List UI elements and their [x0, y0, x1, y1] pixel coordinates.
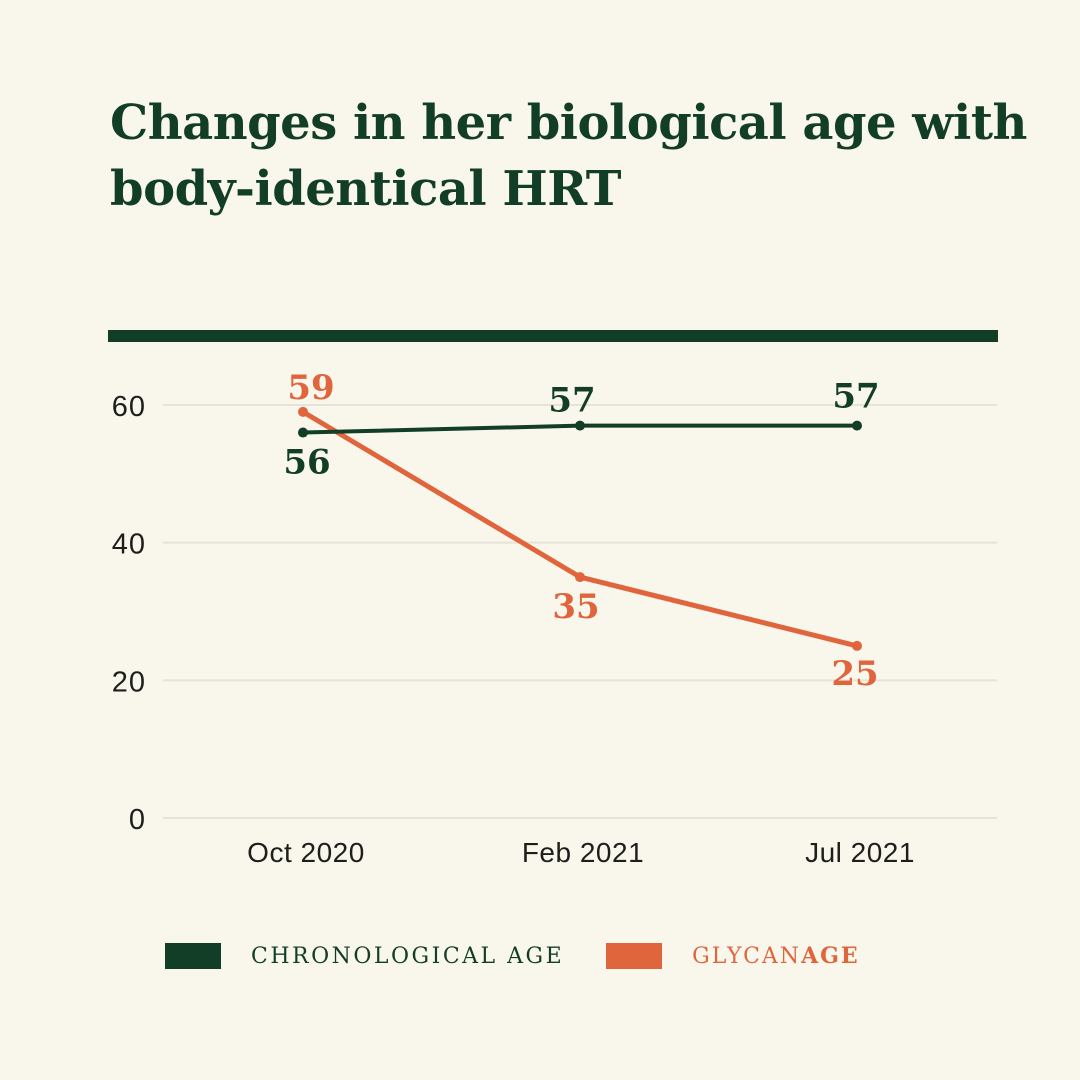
legend-label-glycan-prefix: GLYCAN	[692, 944, 802, 969]
data-point-label-glycanage: 35	[552, 587, 599, 627]
chart-title-line2: body-identical HRT	[110, 161, 621, 217]
data-point-label-chronological-age: 56	[283, 443, 330, 483]
legend-swatch-chronological-age	[165, 943, 221, 969]
y-tick-label: 20	[112, 666, 146, 698]
data-point-chronological-age	[298, 427, 308, 438]
legend-label-chronological-age: CHRONOLOGICAL AGE	[251, 943, 565, 969]
x-tick-label: Oct 2020	[247, 837, 365, 868]
legend-label-glycan-age-bold: AGE	[801, 943, 860, 969]
data-point-label-chronological-age: 57	[832, 377, 879, 417]
data-point-glycanage	[852, 640, 862, 651]
data-point-glycanage	[575, 572, 585, 583]
data-point-chronological-age	[575, 420, 585, 431]
chart-title-line1: Changes in her biological age with	[110, 95, 1027, 151]
legend-label-glycanage: GLYCANAGE	[692, 943, 860, 969]
y-tick-label: 40	[112, 529, 146, 561]
data-point-label-glycanage: 25	[831, 654, 878, 694]
data-point-chronological-age	[852, 420, 862, 431]
y-tick-label: 0	[129, 804, 146, 836]
chart-title: Changes in her biological age with body-…	[110, 90, 1027, 222]
data-point-label-glycanage: 59	[287, 368, 334, 408]
x-tick-label: Jul 2021	[805, 837, 915, 868]
chart-legend: CHRONOLOGICAL AGE GLYCANAGE	[165, 941, 860, 971]
legend-swatch-glycanage	[606, 943, 663, 969]
divider-bar	[108, 330, 998, 342]
data-point-label-chronological-age: 57	[548, 381, 595, 421]
x-tick-label: Feb 2021	[522, 837, 644, 868]
data-point-glycanage	[298, 406, 308, 417]
y-tick-label: 60	[112, 391, 146, 423]
